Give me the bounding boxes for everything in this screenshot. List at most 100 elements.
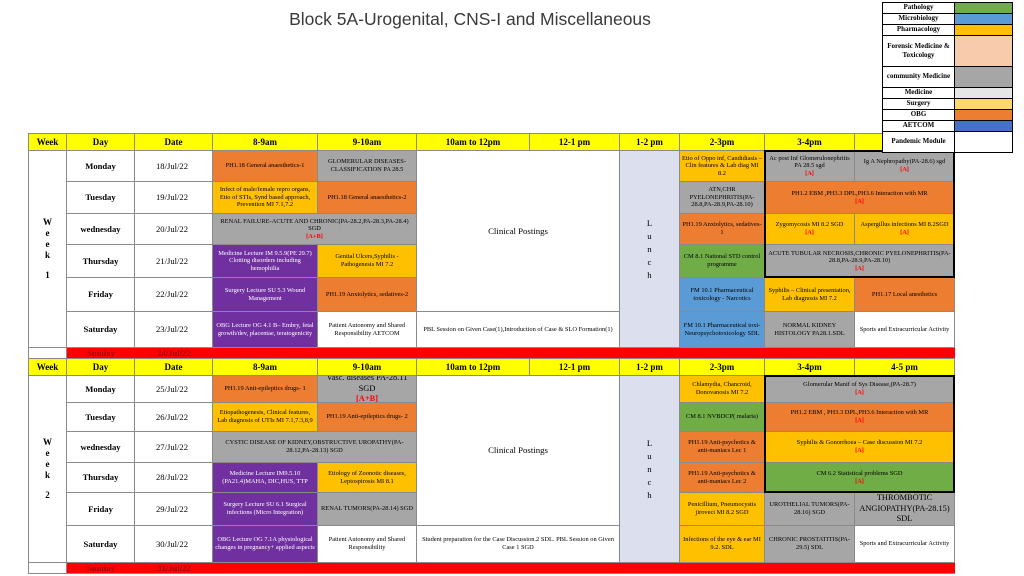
column-header: 9-10am <box>318 359 417 376</box>
schedule-cell-text: PH1.19 Anti-epileptics drugs- 2 <box>326 413 408 421</box>
schedule-cell-text: FM 10.1 Pharmaceutical toxi-Neuropsychot… <box>683 321 761 337</box>
day-cell-text: Friday <box>88 503 113 514</box>
column-header: 10am to 12pm <box>417 359 530 376</box>
day-cell: Friday <box>67 278 135 312</box>
day-cell: wednesday <box>67 214 135 245</box>
week-letter: W <box>43 217 52 227</box>
day-cell-text: Saturday <box>83 538 118 549</box>
column-header-text: Day <box>92 361 109 372</box>
schedule-cell: CM 8.1 NVBDCP( malaria) <box>680 403 765 432</box>
schedule-cell-text: NORMAL KIDNEY HISTOLOGY PA28.1.SDL <box>774 321 845 337</box>
schedule-cell-text: PH1.18 General anaesthetics-1 <box>225 162 305 170</box>
schedule-cell-text: PH1.19 Anti-epileptics drugs- 1 <box>224 385 306 393</box>
schedule-cell-text: CM 8.1 National STD control programme <box>683 253 761 268</box>
day-cell-text: Monday <box>85 160 116 171</box>
column-header: 4-5 pm <box>855 359 955 376</box>
date-cell-text: 19/Jul/22 <box>156 192 188 203</box>
session-marker: [A] <box>900 229 909 236</box>
lunch-letter: u <box>647 230 652 241</box>
legend-swatch <box>955 25 1013 36</box>
sunday-row: Sunday 31/Jul/22 <box>67 563 955 574</box>
page-title: Block 5A-Urogenital, CNS-I and Miscellan… <box>289 9 651 29</box>
schedule-cell: Infections of the eye & ear MI 9.2. SDL <box>680 526 765 563</box>
clinical-postings-cell-text: Clinical Postings <box>488 445 548 456</box>
legend-label: Pandemic Module <box>883 132 955 153</box>
day-cell-text: Saturday <box>83 324 118 335</box>
schedule-cell: NORMAL KIDNEY HISTOLOGY PA28.1.SDL <box>765 312 855 348</box>
column-header-text: 10am to 12pm <box>445 361 501 372</box>
schedule-cell: PBL Session on Given Case(1),Introductio… <box>417 312 620 348</box>
session-marker: [A] <box>900 166 909 173</box>
column-header-text: 1-2 pm <box>636 136 663 147</box>
schedule-cell-text: CHRONIC PROSTATITIS(PA-29.5) SDL <box>768 536 851 551</box>
legend-label: Pharmacology <box>883 25 955 36</box>
column-header: Date <box>135 359 213 376</box>
column-header-text: 3-4pm <box>797 361 822 372</box>
schedule-cell-text: PH1.17 Local anesthetics <box>871 290 938 298</box>
legend-label: Medicine <box>883 88 955 99</box>
schedule-cell: GLOMERULAR DISEASES-CLASSIFICATION PA 28… <box>318 151 417 182</box>
date-cell-text: 30/Jul/22 <box>156 538 188 549</box>
schedule-cell-text: Student preparation for the Case Discuss… <box>422 536 614 551</box>
week-letter: e <box>45 228 50 238</box>
date-cell-text: 25/Jul/22 <box>156 383 188 394</box>
schedule-cell-text: Medicine Lecture IM 9.5.9(PE 29.7) Clott… <box>218 249 312 272</box>
schedule-cell: PH1.17 Local anesthetics <box>855 278 955 312</box>
column-header: 8-9am <box>213 359 318 376</box>
schedule-cell-text: Sports and Extracurricular Activity <box>859 325 950 333</box>
schedule-cell: PH1.19 Anxiolytics, sedatives-2 <box>318 278 417 312</box>
schedule-cell-text: Etiology of Zoonotic diseases, Leptospir… <box>328 469 406 485</box>
date-cell: 25/Jul/22 <box>135 376 213 403</box>
schedule-cell: ACUTE TUBULAR NECROSIS,CHRONIC PYELONEPH… <box>765 245 955 278</box>
schedule-cell-text: THROMBOTIC ANGIOPATHY(PA-28.15) SDL <box>859 493 950 524</box>
schedule-cell-text: Penicillium, Pneumocystis jiroveci MI 8.… <box>687 501 757 516</box>
column-header: 12-1 pm <box>530 359 620 376</box>
schedule-cell: Vasc. diseases PA-28.11 SGD [A+B] <box>318 376 417 403</box>
column-header: 2-3pm <box>680 134 765 151</box>
schedule-cell: Syphilis & Gonorrhoea – Case discussion … <box>765 432 955 463</box>
schedule-cell: Sports and Extracurricular Activity <box>855 312 955 348</box>
week-letter: e <box>45 448 50 458</box>
day-cell-text: Thursday <box>82 255 119 266</box>
legend-swatch <box>955 132 1013 153</box>
schedule-cell-text: Ig A Nephropathy(PA-28.6) sgd [A] <box>857 158 952 173</box>
day-cell-text: Thursday <box>82 472 119 483</box>
lunch-letter: c <box>647 476 652 487</box>
lunch-letter: h <box>647 269 652 280</box>
schedule-cell-text: Etio of Oppo inf, Candidiasis – Clin fea… <box>682 154 762 177</box>
schedule-cell-text: Glomerular Manif of Sys Disease,(PA-28.7… <box>767 381 952 396</box>
schedule-cell-text: PH1.18 General anaesthetics-2 <box>327 193 407 201</box>
schedule-cell-text: Surgery Lecture SU 6.1 Surgical infectio… <box>223 501 307 516</box>
schedule-cell: RENAL FAILURE-ACUTE AND CHRONIC(PA-28.2,… <box>213 214 417 245</box>
date-cell-text: 20/Jul/22 <box>156 223 188 234</box>
schedule-cell: Etio of Oppo inf, Candidiasis – Clin fea… <box>680 151 765 182</box>
schedule-cell-text: Surgery Lecture SU 5.3 Wound Management <box>224 286 306 302</box>
schedule-cell: Patient Autonomy and Shared Responsibili… <box>318 526 417 563</box>
schedule-cell: ATN,CHR PYELONEPHRITIS(PA-28.8,PA-28.9,P… <box>680 182 765 214</box>
schedule-cell-text: Zygomycosis MI 8.2 SGD [A] <box>767 221 852 236</box>
schedule-cell: Ac post Inf Glomerulonephritis PA 28.5 s… <box>765 151 855 182</box>
schedule-cell: OBG Lecture OG 7.1A physiological change… <box>213 526 318 563</box>
schedule-cell-text: PH1.19 Anti-psychotics & anti-maniacs Le… <box>688 439 756 454</box>
schedule-cell: Penicillium, Pneumocystis jiroveci MI 8.… <box>680 493 765 526</box>
column-header: 2-3pm <box>680 359 765 376</box>
schedule-cell: CHRONIC PROSTATITIS(PA-29.5) SDL <box>765 526 855 563</box>
column-header-text: Date <box>164 361 183 372</box>
column-header: 1-2 pm <box>620 134 680 151</box>
legend-label: Pathology <box>883 3 955 14</box>
schedule-cell-text: RENAL TUMORS(PA-28.14) SGD <box>321 505 413 513</box>
schedule-cell-text: Ac post Inf Glomerulonephritis PA 28.5 s… <box>767 155 852 178</box>
legend-swatch <box>955 99 1013 110</box>
clinical-postings-cell: Clinical Postings <box>417 151 620 312</box>
legend-swatch <box>955 67 1013 88</box>
legend-swatch <box>955 121 1013 132</box>
column-header-text: 12-1 pm <box>558 136 591 147</box>
date-cell-text: 21/Jul/22 <box>156 255 188 266</box>
column-header: 8-9am <box>213 134 318 151</box>
column-header-text: 8-9am <box>253 136 277 147</box>
schedule-cell: Chlamydia, Chancroid, Donovanosis MI 7.2 <box>680 376 765 403</box>
date-cell-text: 26/Jul/22 <box>156 411 188 422</box>
schedule-cell: Etiopathogenesis, Clinical features, Lab… <box>213 403 318 432</box>
